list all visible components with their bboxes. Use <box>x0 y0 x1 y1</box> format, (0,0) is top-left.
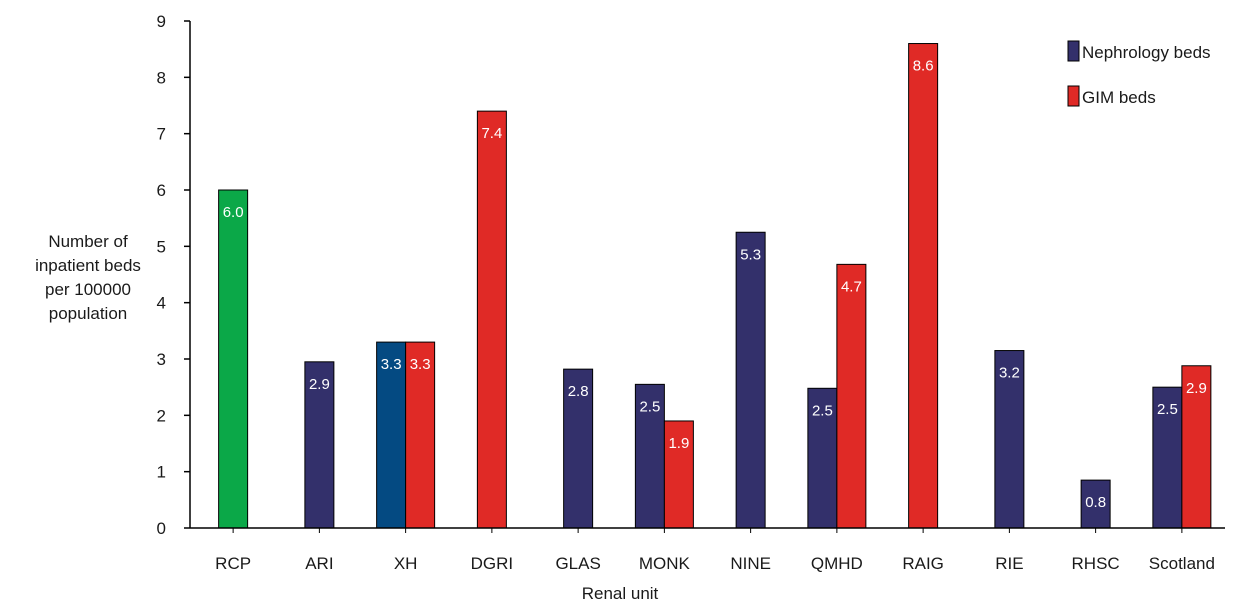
bar-gim-xh <box>405 341 436 529</box>
bar-gim-dgri <box>476 110 507 529</box>
x-tick-label: RCP <box>215 554 251 573</box>
y-tick-label: 1 <box>157 463 166 482</box>
bar-nephrology-monk-label: 2.5 <box>639 398 660 415</box>
bar-nephrology-scotland-label: 2.5 <box>1157 401 1178 418</box>
bar-nephrology-scotland <box>1152 386 1183 529</box>
bar-nephrology-nine-label: 5.3 <box>740 246 761 263</box>
bar-nephrology-glas <box>563 368 594 529</box>
y-tick-label: 6 <box>157 181 166 200</box>
y-tick-label: 5 <box>157 237 166 256</box>
bar-rcp <box>218 189 249 529</box>
bar-gim-raig <box>908 43 939 529</box>
bar-gim-xh-label: 3.3 <box>410 356 431 373</box>
bar-nephrology-ari <box>304 361 335 529</box>
y-axis: 0 1 2 3 4 5 6 7 8 9 <box>157 12 191 538</box>
y-tick-label: 4 <box>157 294 166 313</box>
y-axis-title-line-2: inpatient beds <box>35 256 141 275</box>
x-tick-label: RIE <box>995 554 1023 573</box>
legend-label: GIM beds <box>1082 88 1156 107</box>
bar-gim-scotland-label: 2.9 <box>1186 380 1207 397</box>
x-tick-label: RHSC <box>1072 554 1120 573</box>
x-tick-label: RAIG <box>902 554 944 573</box>
x-tick-label: XH <box>394 554 418 573</box>
x-tick-label: Scotland <box>1149 554 1215 573</box>
y-axis-title: Number of inpatient beds per 100000 popu… <box>35 232 141 323</box>
x-tick-label: DGRI <box>471 554 514 573</box>
bar-nephrology-xh <box>376 341 407 529</box>
bar-nephrology-rhsc <box>1080 479 1111 529</box>
bar-gim-qmhd <box>836 263 867 529</box>
x-tick-label: ARI <box>305 554 333 573</box>
y-tick-label: 7 <box>157 125 166 144</box>
bar-nephrology-nine <box>735 231 766 529</box>
y-tick-label: 3 <box>157 350 166 369</box>
bar-nephrology-qmhd <box>807 387 838 529</box>
x-axis: RCP ARI XH DGRI GLAS MONK NINE QMHD RAIG RIE RHSC S… <box>190 527 1225 573</box>
bars: 6.0 2.9 3.3 3.3 7.4 2.8 2.5 1.9 5.3 2.5 4.7 8.6 3.2 0… <box>218 43 1212 529</box>
y-tick-label: 0 <box>157 519 166 538</box>
bar-nephrology-monk <box>634 383 665 529</box>
bar-gim-raig-label: 8.6 <box>913 58 934 75</box>
y-axis-title-line-4: population <box>49 304 127 323</box>
bar-nephrology-glas-label: 2.8 <box>568 383 589 400</box>
y-tick-label: 2 <box>157 406 166 425</box>
bar-nephrology-rie <box>994 350 1025 529</box>
bar-nephrology-ari-label: 2.9 <box>309 376 330 393</box>
bar-gim-monk-label: 1.9 <box>668 435 689 452</box>
legend-swatch <box>1067 85 1080 107</box>
bar-nephrology-xh-label: 3.3 <box>381 356 402 373</box>
bar-nephrology-rhsc-label: 0.8 <box>1085 494 1106 511</box>
y-axis-title-line-1: Number of <box>48 232 128 251</box>
bar-nephrology-qmhd-label: 2.5 <box>812 402 833 419</box>
bar-gim-monk <box>663 420 694 529</box>
bar-gim-qmhd-label: 4.7 <box>841 278 862 295</box>
legend: Nephrology beds GIM beds <box>1067 40 1211 107</box>
x-tick-label: NINE <box>730 554 771 573</box>
y-tick-label: 8 <box>157 68 166 87</box>
x-tick-label: MONK <box>639 554 691 573</box>
legend-swatch <box>1067 40 1080 62</box>
y-tick-label: 9 <box>157 12 166 31</box>
bar-gim-dgri-label: 7.4 <box>481 125 502 142</box>
legend-label: Nephrology beds <box>1082 43 1211 62</box>
bar-gim-scotland <box>1181 365 1212 529</box>
x-tick-label: QMHD <box>811 554 863 573</box>
y-axis-title-line-3: per 100000 <box>45 280 131 299</box>
x-tick-label: GLAS <box>555 554 600 573</box>
x-axis-title: Renal unit <box>582 584 659 603</box>
bar-nephrology-rie-label: 3.2 <box>999 365 1020 382</box>
bar-rcp-label: 6.0 <box>223 204 244 221</box>
